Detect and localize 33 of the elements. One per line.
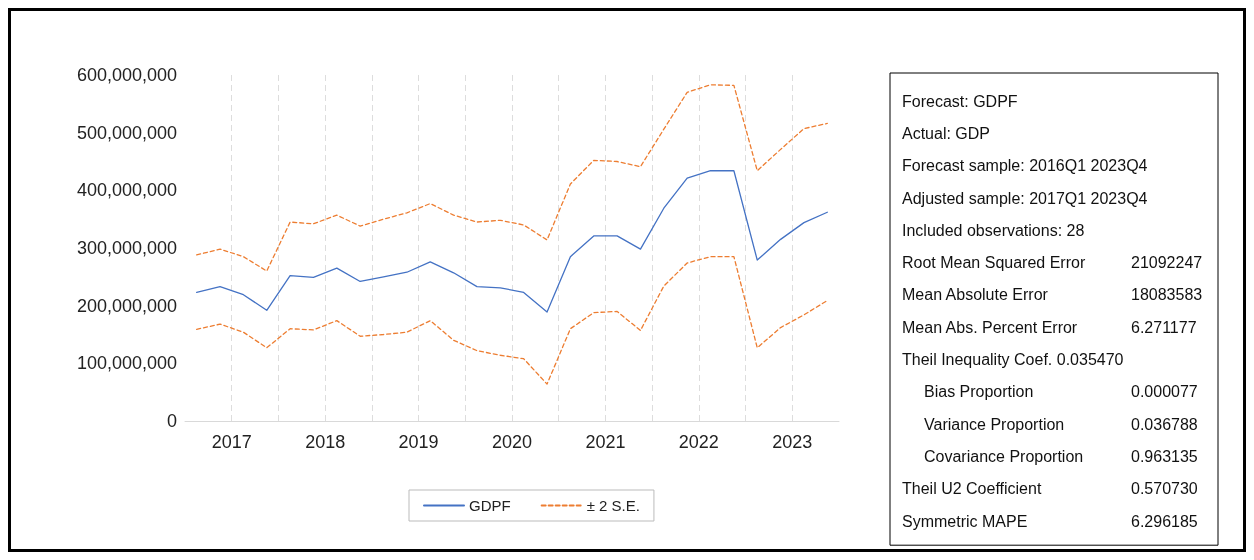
text: Covariance Proportion 0.963135 [924, 447, 1198, 465]
legend-label: ± 2 S.E. [586, 497, 640, 514]
line-series [196, 255, 828, 385]
text: Forecast: GDPF [902, 92, 1018, 110]
x-tick-label: 2019 [398, 432, 439, 452]
y-tick-label: 100,000,000 [76, 353, 177, 374]
text: Theil Inequality Coef. 0.035470 [902, 351, 1124, 369]
y-tick-label: 200,000,000 [76, 295, 177, 316]
line-series [196, 170, 828, 313]
text: Symmetric MAPE 6.296185 [902, 512, 1198, 530]
y-tick-label: 600,000,000 [76, 65, 177, 85]
y-tick-label: 300,000,000 [76, 238, 177, 258]
y-tick-label: 500,000,000 [76, 122, 177, 143]
text: Forecast sample: 2016Q1 2023Q4 [902, 157, 1148, 175]
text: Variance Proportion 0.036788 [924, 415, 1198, 433]
text: Included observations: 28 [902, 221, 1085, 239]
x-tick-label: 2022 [678, 432, 719, 452]
text: Mean Absolute Error 18083583 [902, 286, 1203, 304]
x-tick-label: 2017 [211, 432, 252, 452]
text: Root Mean Squared Error 21092247 [902, 254, 1203, 272]
x-tick-label: 2020 [491, 432, 533, 452]
x-tick-label: 2021 [585, 432, 626, 452]
legend-label: GDPF [469, 497, 511, 514]
text: Adjusted sample: 2017Q1 2023Q4 [902, 189, 1148, 207]
x-tick-label: 2018 [305, 432, 346, 452]
text: Mean Abs. Percent Error 6.271177 [902, 318, 1197, 336]
text: Bias Proportion 0.000077 [924, 383, 1198, 401]
y-tick-label: 0 [166, 411, 177, 431]
y-tick-label: 400,000,000 [76, 180, 177, 201]
text: Actual: GDP [902, 124, 991, 142]
x-tick-label: 2023 [772, 432, 813, 452]
text: Theil U2 Coefficient 0.570730 [902, 480, 1198, 498]
line-series [196, 84, 828, 272]
